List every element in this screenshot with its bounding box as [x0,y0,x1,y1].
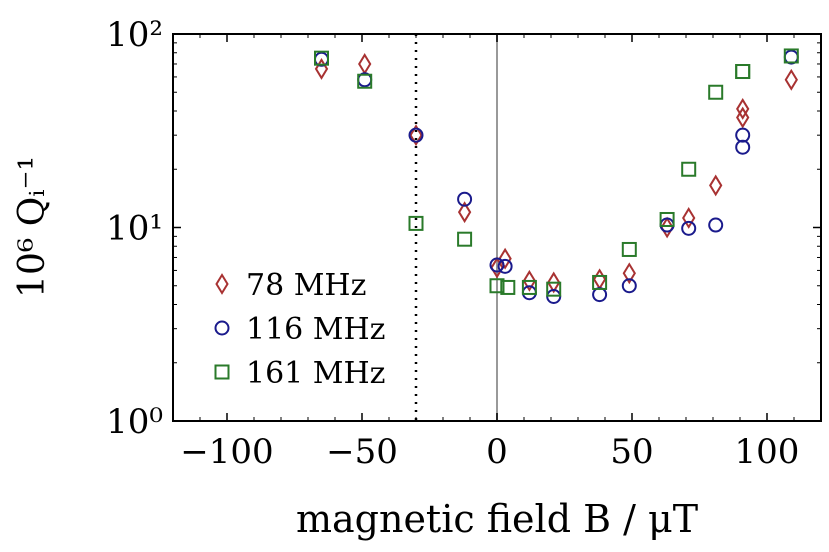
data-point [621,241,637,257]
data-point [457,201,472,224]
data-point [709,174,723,197]
legend-label: 161 MHz [246,356,385,391]
data-point [621,278,637,294]
data-point [409,124,423,147]
data-point [735,64,751,80]
x-tick-label: 50 [610,432,653,472]
data-point [457,191,473,207]
data-point [622,262,636,285]
y-tick-label: 10¹ [106,209,163,249]
data-point [358,53,372,75]
data-point [457,231,473,247]
data-point [736,98,750,120]
data-point [783,48,799,64]
data-point [735,64,751,80]
data-point [489,257,505,273]
data-point [490,256,504,279]
x-tick-label: 0 [486,432,508,472]
y-tick-label: 10⁰ [106,402,163,442]
x-tick-label: 100 [735,432,800,472]
data-point [660,216,674,239]
legend-marker [214,364,230,380]
x-tick-label: −100 [180,432,273,472]
legend-marker [214,320,230,336]
series-116-mhz [314,49,799,304]
data-point [681,220,697,236]
data-point [592,274,608,290]
series-78-mhz [314,53,798,294]
data-point [314,58,329,80]
data-point [682,207,696,229]
data-point [784,68,798,91]
data-point [500,279,516,295]
data-point [522,269,537,292]
x-axis-label: magnetic field B / μT [296,497,698,541]
data-point [498,247,512,270]
data-point [708,217,724,233]
x-tick-label: −50 [326,432,398,472]
legend-marker [215,273,229,295]
data-point [521,279,537,295]
series-161-mhz [314,48,799,297]
legend-label: 78 MHz [246,268,366,303]
data-point [357,73,373,89]
data-point [735,139,751,155]
data-point [708,84,724,100]
data-point [546,281,562,297]
data-point [681,161,697,177]
y-tick-label: 10² [106,15,163,55]
data-point [736,106,750,129]
data-point [408,215,424,231]
data-point [547,271,561,294]
data-point [489,278,505,294]
data-point [592,268,607,291]
legend-label: 116 MHz [246,312,385,347]
data-point [408,127,424,143]
data-point [659,211,675,227]
y-axis-label: 10⁶ Qᵢ⁻¹ [12,156,53,298]
data-point [314,50,329,66]
data-point [497,258,513,274]
